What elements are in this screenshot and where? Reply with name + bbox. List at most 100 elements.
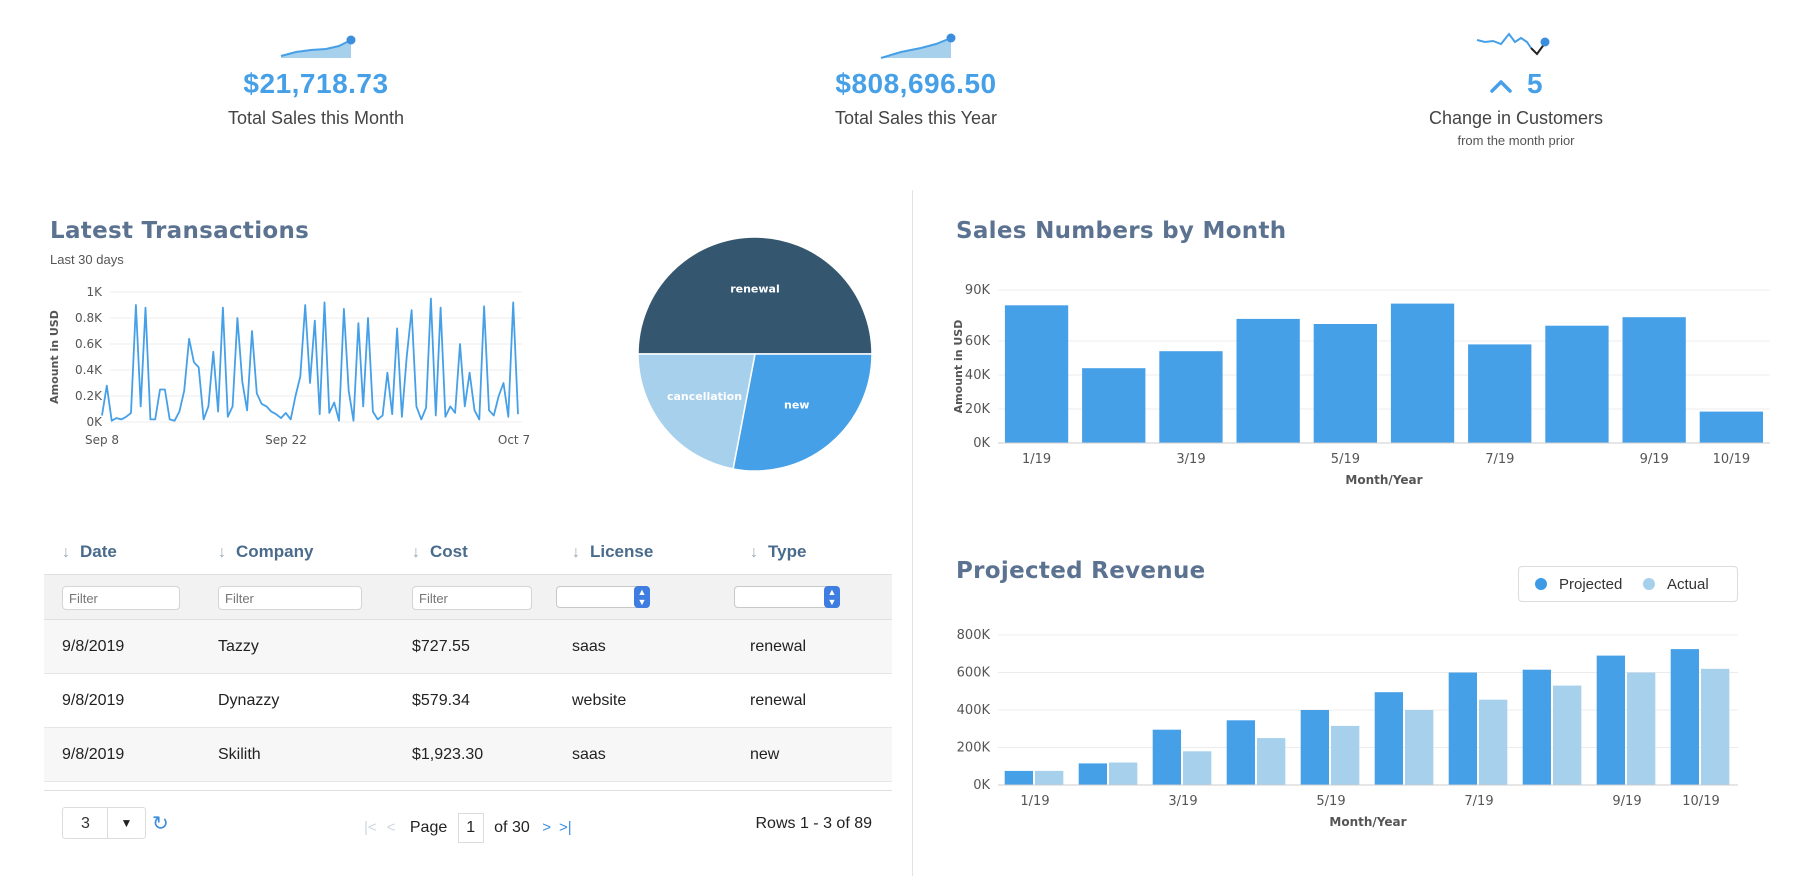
- kpi-month-sales: $21,718.73 Total Sales this Month: [136, 28, 496, 129]
- bar: [1448, 672, 1477, 785]
- bar: [1522, 669, 1551, 785]
- slice-label: cancellation: [667, 390, 742, 403]
- month-sales-sparkline: [280, 35, 356, 58]
- kpi-year-sales: $808,696.50 Total Sales this Year: [736, 28, 1096, 129]
- bar: [1468, 344, 1532, 443]
- next-page-icon[interactable]: >: [542, 819, 551, 837]
- pie-slice: [637, 353, 756, 470]
- slice-label: renewal: [730, 282, 780, 295]
- legend-item-actual[interactable]: Actual: [1643, 576, 1709, 593]
- kpi-value: $808,696.50: [835, 68, 997, 99]
- bar: [1257, 738, 1286, 785]
- page-size-select[interactable]: 3 ▼: [62, 807, 146, 839]
- legend-dot-actual: [1643, 578, 1655, 590]
- bar: [1331, 725, 1360, 785]
- license-filter-select[interactable]: ▲ ▼: [556, 586, 650, 608]
- y-tick-label: 600K: [957, 666, 991, 681]
- bar: [1159, 351, 1223, 443]
- x-tick-label: 3/19: [1176, 452, 1205, 467]
- cell-date: 9/8/2019: [62, 638, 125, 655]
- year-sales-sparkline: [880, 33, 956, 59]
- prev-page-icon[interactable]: <: [386, 819, 396, 837]
- column-label: License: [590, 542, 654, 561]
- bar: [1035, 770, 1064, 785]
- table-header: ↓ Date ↓ Company ↓ Cost ↓ License ↓ Type: [44, 530, 892, 574]
- sparkline-point: [946, 33, 956, 43]
- table-footer: 3 ▼ ↻ |< < Page 1 of 30 > >| Rows 1 - 3 of…: [44, 790, 892, 862]
- x-tick-label: 9/19: [1640, 452, 1669, 467]
- bar: [1313, 324, 1377, 443]
- bar: [1078, 763, 1107, 785]
- license-type-pie-chart: renewal new cancellation: [637, 236, 873, 472]
- bar: [1183, 751, 1212, 786]
- x-tick-label: 10/19: [1682, 794, 1719, 809]
- sort-arrow-icon: ↓: [412, 544, 420, 561]
- cell-type: renewal: [750, 692, 807, 709]
- series-line: [101, 297, 519, 422]
- table-row[interactable]: 9/8/2019 Dynazzy $579.34 website renewal: [44, 674, 892, 728]
- cell-license: saas: [572, 638, 606, 655]
- sparkline-line: [280, 39, 352, 57]
- cell-license: website: [572, 692, 627, 709]
- y-tick-label: 1K: [86, 285, 103, 299]
- y-axis-title: Amount in USD: [48, 310, 61, 404]
- transactions-table: ↓ Date ↓ Company ↓ Cost ↓ License ↓ Type ▲▼ ▲…: [44, 530, 892, 862]
- first-page-icon[interactable]: |<: [364, 819, 377, 837]
- cost-filter-input[interactable]: [412, 586, 532, 610]
- projected-revenue-bar-chart: 0K 200K 400K 600K 800K 1/19 3/19 5/19 7/19 9/19 10…: [957, 628, 1738, 829]
- kpi-value-row: 5: [1336, 68, 1696, 100]
- refresh-icon[interactable]: ↻: [152, 813, 169, 835]
- y-tick-label: 200K: [957, 741, 991, 756]
- y-tick-label: 0.8K: [75, 311, 103, 325]
- x-tick-label: Sep 22: [265, 433, 307, 447]
- slice-label: new: [784, 398, 809, 411]
- table-row[interactable]: 9/8/2019 Tazzy $727.55 saas renewal: [44, 620, 892, 674]
- bar: [1390, 303, 1455, 443]
- bar: [1109, 762, 1138, 785]
- sparkline-line: [1476, 32, 1532, 49]
- column-header-type[interactable]: ↓ Type: [750, 542, 806, 562]
- y-tick-label: 0K: [973, 436, 990, 451]
- x-tick-label: 3/19: [1168, 794, 1197, 809]
- customers-sparkline: [1476, 32, 1550, 56]
- sales-by-month-title: Sales Numbers by Month: [956, 218, 1287, 244]
- cell-cost: $579.34: [412, 692, 470, 709]
- legend-dot-projected: [1535, 578, 1547, 590]
- legend-label: Actual: [1667, 576, 1709, 593]
- sparkline-area: [281, 40, 351, 58]
- y-tick-label: 0.6K: [75, 337, 103, 351]
- column-header-date[interactable]: ↓ Date: [62, 542, 117, 562]
- sparkline-line: [880, 37, 952, 59]
- sparkline-dip: [1530, 42, 1546, 56]
- table-row[interactable]: 9/8/2019 Skilith $1,923.30 saas new: [44, 728, 892, 782]
- bar: [1300, 710, 1329, 785]
- column-header-license[interactable]: ↓ License: [572, 542, 653, 562]
- bar: [1545, 325, 1609, 443]
- date-filter-input[interactable]: [62, 586, 180, 610]
- page-number-input[interactable]: 1: [457, 813, 484, 843]
- column-header-company[interactable]: ↓ Company: [218, 542, 313, 562]
- last-page-icon[interactable]: >|: [558, 819, 572, 837]
- bar: [1622, 317, 1686, 443]
- cell-type: new: [750, 746, 780, 763]
- select-arrows-icon: ▲ ▼: [634, 586, 650, 608]
- pie-slice: [732, 353, 873, 472]
- cell-company: Tazzy: [218, 638, 259, 655]
- kpi-customers: 5 Change in Customers from the month pri…: [1336, 28, 1696, 148]
- type-filter-select[interactable]: ▲ ▼: [734, 586, 840, 608]
- bar: [1004, 770, 1033, 785]
- x-tick-label: 5/19: [1331, 452, 1360, 467]
- kpi-value: 5: [1526, 68, 1544, 99]
- filter-row: ▲▼ ▲▼: [44, 574, 892, 620]
- sales-by-month-bar-chart: 0K 20K 40K 60K 90K Amount in USD 1/19 3/19 5/19 7…: [952, 283, 1770, 487]
- x-tick-label: 5/19: [1316, 794, 1345, 809]
- column-header-cost[interactable]: ↓ Cost: [412, 542, 468, 562]
- caret-down-icon[interactable]: ▼: [107, 808, 145, 838]
- legend-item-projected[interactable]: Projected: [1535, 576, 1622, 593]
- cell-company: Dynazzy: [218, 692, 280, 709]
- chevron-up-icon: [1490, 79, 1512, 93]
- company-filter-input[interactable]: [218, 586, 362, 610]
- kpi-sublabel: from the month prior: [1457, 133, 1575, 148]
- y-tick-label: 0.4K: [75, 363, 103, 377]
- pie-slice: [637, 236, 873, 355]
